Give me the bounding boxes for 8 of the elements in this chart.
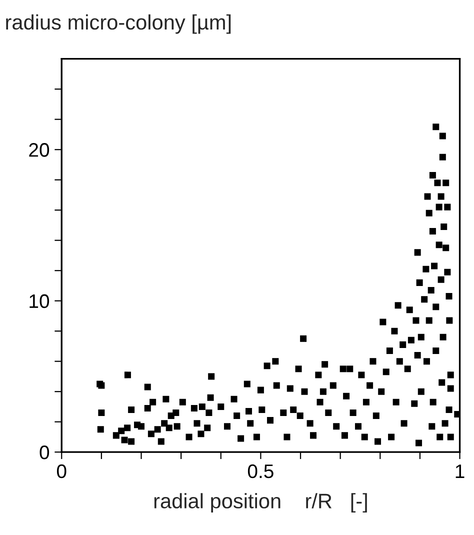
x-tick-label: 0.5 — [248, 464, 274, 478]
y-tick-label: 10 — [30, 294, 50, 308]
x-axis-title: radial position r/R [-] — [154, 493, 367, 513]
x-tick-label: 1 — [456, 464, 464, 478]
y-tick-label: 20 — [29, 143, 50, 157]
y-tick-label: 0 — [40, 446, 50, 460]
y-axis-title: radius micro-colony [µm] — [6, 14, 231, 34]
x-tick-label: 0 — [56, 464, 66, 478]
